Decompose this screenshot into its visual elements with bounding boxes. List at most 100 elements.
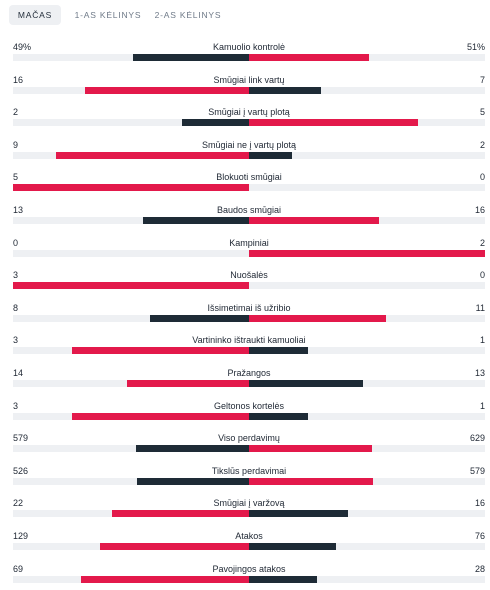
away-value: 2: [479, 237, 485, 248]
period-tabs: MAČAS 1-AS KĖLINYS 2-AS KĖLINYS: [0, 0, 490, 30]
home-bar: [133, 54, 249, 61]
stat-label: Baudos smūgiai: [216, 204, 282, 215]
home-value: 16: [13, 74, 24, 85]
stat-bar-track: [13, 282, 485, 290]
away-value: 51%: [466, 42, 485, 52]
stat-row: 129 Atakos 76: [13, 519, 485, 552]
stat-bar-track: [13, 379, 485, 387]
stat-label: Kampiniai: [229, 237, 269, 248]
away-bar: [249, 86, 321, 94]
home-bar: [84, 86, 249, 94]
tab-first-half[interactable]: 1-AS KĖLINYS: [74, 10, 142, 20]
home-value: 9: [13, 139, 19, 150]
away-bar: [249, 54, 370, 61]
home-bar: [136, 477, 249, 485]
stat-row: 13 Baudos smūgiai 16: [13, 193, 485, 226]
stat-bar-track: [13, 216, 485, 224]
stat-row: 14 Pražangos 13: [13, 356, 485, 389]
stat-label: Nuošalės: [230, 270, 268, 281]
away-bar: [249, 347, 308, 355]
stat-label: Atakos: [235, 530, 263, 541]
stat-bar-track: [13, 575, 485, 583]
away-value: 1: [479, 335, 485, 346]
away-value: 1: [479, 400, 485, 411]
stat-bar-track: [13, 477, 485, 485]
home-bar: [112, 510, 249, 518]
stat-label: Blokuoti smūgiai: [216, 172, 282, 183]
stat-row: 526 Tikslūs perdavimai 579: [13, 454, 485, 487]
home-bar: [143, 216, 249, 224]
away-bar: [249, 575, 318, 583]
home-bar: [126, 379, 249, 387]
home-value: 8: [13, 302, 19, 313]
stat-label: Tikslūs perdavimai: [211, 465, 287, 476]
home-bar: [72, 412, 249, 420]
away-value: 7: [479, 74, 485, 85]
home-value: 5: [13, 172, 19, 183]
home-value: 0: [13, 237, 19, 248]
home-value: 69: [13, 563, 24, 574]
away-value: 2: [479, 139, 485, 150]
stat-row: 3 Vartininko ištraukti kamuoliai 1: [13, 323, 485, 356]
home-value: 13: [13, 204, 24, 215]
home-bar: [13, 184, 249, 192]
stat-label: Geltonos kortelės: [213, 400, 285, 411]
stat-row: 3 Geltonos kortelės 1: [13, 389, 485, 422]
away-bar: [249, 510, 349, 518]
home-value: 2: [13, 107, 19, 118]
stat-bar-track: [13, 347, 485, 355]
home-bar: [81, 575, 249, 583]
home-bar: [13, 282, 249, 290]
away-bar: [249, 445, 372, 453]
stat-label: Smūgiai link vartų: [213, 74, 285, 85]
stat-bar-track: [13, 314, 485, 322]
home-value: 49%: [13, 42, 32, 52]
away-bar: [249, 412, 308, 420]
away-bar: [249, 216, 380, 224]
stat-row: 9 Smūgiai ne į vartų plotą 2: [13, 128, 485, 161]
stat-bar-track: [13, 184, 485, 192]
stat-bar-track: [13, 510, 485, 518]
stat-row: 0 Kampiniai 2: [13, 226, 485, 259]
stat-bar-track: [13, 119, 485, 127]
home-value: 3: [13, 270, 19, 281]
away-bar: [249, 249, 485, 257]
stat-label: Smūgiai į varžovą: [213, 498, 285, 509]
stat-label: Viso perdavimų: [218, 433, 280, 444]
away-bar: [249, 151, 292, 159]
home-bar: [55, 151, 249, 159]
stat-row: 3 Nuošalės 0: [13, 258, 485, 291]
away-value: 5: [479, 107, 485, 118]
tab-second-half[interactable]: 2-AS KĖLINYS: [154, 10, 222, 20]
away-value: 28: [474, 563, 485, 574]
away-value: 0: [479, 172, 485, 183]
away-value: 0: [479, 270, 485, 281]
home-value: 3: [13, 335, 19, 346]
away-value: 11: [475, 302, 485, 313]
stat-row: 49% Kamuolio kontrolė 51%: [13, 30, 485, 63]
stat-row: 2 Smūgiai į vartų plotą 5: [13, 95, 485, 128]
stat-row: 16 Smūgiai link vartų 7: [13, 63, 485, 96]
away-value: 13: [474, 367, 485, 378]
home-bar: [135, 445, 249, 453]
away-value: 629: [469, 433, 485, 444]
home-value: 14: [13, 367, 24, 378]
away-value: 579: [469, 465, 485, 476]
stat-row: 22 Smūgiai į varžovą 16: [13, 486, 485, 519]
stat-label: Pražangos: [227, 367, 271, 378]
away-value: 16: [474, 204, 485, 215]
home-value: 129: [13, 530, 29, 541]
stat-bar-track: [13, 151, 485, 159]
stat-row: 8 Išsimetimai iš užribio 11: [13, 291, 485, 324]
away-bar: [249, 314, 386, 322]
stat-bar-track: [13, 412, 485, 420]
home-bar: [72, 347, 249, 355]
away-value: 76: [474, 530, 485, 541]
tab-match[interactable]: MAČAS: [9, 5, 61, 25]
stat-row: 69 Pavojingos atakos 28: [13, 552, 485, 585]
stat-label: Išsimetimai iš užribio: [207, 302, 291, 313]
stat-row: 579 Viso perdavimų 629: [13, 421, 485, 454]
away-value: 16: [474, 498, 485, 509]
home-value: 3: [13, 400, 19, 411]
stat-bar-track: [13, 86, 485, 94]
